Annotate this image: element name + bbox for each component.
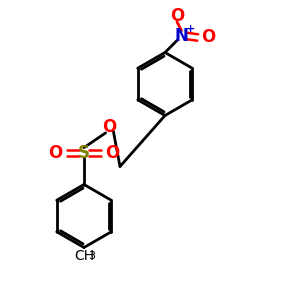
Text: O: O [201, 28, 216, 46]
Text: O: O [105, 144, 120, 162]
Text: S: S [78, 144, 90, 162]
Text: O: O [48, 144, 63, 162]
Text: 3: 3 [88, 251, 95, 261]
Text: CH: CH [74, 249, 94, 263]
Text: N: N [175, 27, 188, 45]
Text: O: O [102, 118, 117, 136]
Text: O: O [170, 8, 184, 26]
Text: +: + [186, 23, 195, 34]
